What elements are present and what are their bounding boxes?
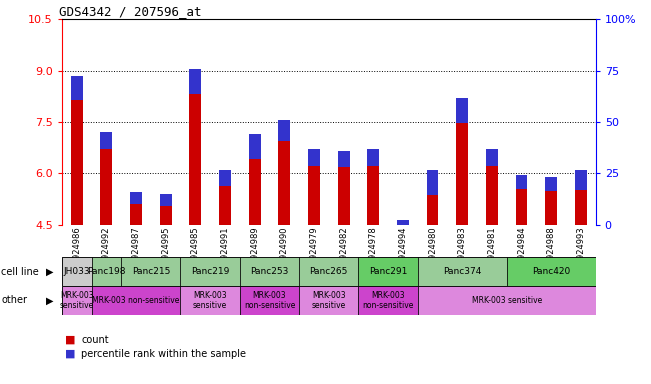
Bar	[71, 76, 83, 225]
Bar	[240, 257, 299, 286]
Text: Panc420: Panc420	[532, 267, 570, 276]
Bar	[62, 257, 92, 286]
Bar	[367, 149, 379, 166]
Bar	[426, 170, 439, 195]
Bar	[575, 170, 587, 225]
Bar	[486, 149, 498, 166]
Bar	[159, 194, 172, 225]
Bar	[189, 69, 201, 93]
Text: ▶: ▶	[46, 266, 54, 277]
Text: MRK-003
sensitive: MRK-003 sensitive	[59, 291, 94, 310]
Bar	[180, 257, 240, 286]
Text: JH033: JH033	[63, 267, 90, 276]
Bar	[92, 257, 121, 286]
Text: percentile rank within the sample: percentile rank within the sample	[81, 349, 246, 359]
Text: MRK-003
sensitive: MRK-003 sensitive	[312, 291, 346, 310]
Bar	[397, 220, 409, 228]
Bar	[219, 170, 231, 225]
Text: Panc215: Panc215	[132, 267, 170, 276]
Bar	[299, 257, 359, 286]
Bar	[418, 257, 506, 286]
Text: Panc219: Panc219	[191, 267, 229, 276]
Bar	[92, 286, 180, 315]
Bar	[279, 120, 290, 141]
Text: MRK-003 sensitive: MRK-003 sensitive	[471, 296, 542, 305]
Text: MRK-003
sensitive: MRK-003 sensitive	[193, 291, 227, 310]
Bar	[516, 175, 527, 225]
Bar	[456, 98, 468, 225]
Bar	[359, 257, 418, 286]
Bar	[180, 286, 240, 315]
Bar	[100, 132, 112, 225]
Bar	[575, 170, 587, 190]
Bar	[397, 220, 409, 225]
Text: MRK-003 non-sensitive: MRK-003 non-sensitive	[92, 296, 180, 305]
Bar	[546, 177, 557, 191]
Text: ■: ■	[65, 335, 76, 345]
Bar	[308, 149, 320, 166]
Bar	[130, 192, 142, 204]
Text: MRK-003
non-sensitive: MRK-003 non-sensitive	[243, 291, 295, 310]
Text: Panc253: Panc253	[250, 267, 288, 276]
Bar	[299, 286, 359, 315]
Bar	[359, 286, 418, 315]
Bar	[159, 194, 172, 206]
Bar	[367, 149, 379, 225]
Bar	[486, 149, 498, 225]
Bar	[249, 134, 260, 159]
Text: ▶: ▶	[46, 295, 54, 306]
Text: Panc291: Panc291	[369, 267, 408, 276]
Text: other: other	[1, 295, 27, 306]
Text: cell line: cell line	[1, 266, 39, 277]
Bar	[338, 151, 350, 167]
Bar	[249, 134, 260, 225]
Bar	[189, 69, 201, 225]
Bar	[418, 286, 596, 315]
Bar	[516, 175, 527, 189]
Bar	[219, 170, 231, 186]
Text: MRK-003
non-sensitive: MRK-003 non-sensitive	[363, 291, 414, 310]
Bar	[62, 286, 92, 315]
Bar	[456, 98, 468, 122]
Text: ■: ■	[65, 349, 76, 359]
Bar	[121, 257, 180, 286]
Text: GDS4342 / 207596_at: GDS4342 / 207596_at	[59, 5, 202, 18]
Bar	[546, 177, 557, 225]
Bar	[426, 170, 439, 225]
Bar	[279, 120, 290, 225]
Bar	[100, 132, 112, 149]
Bar	[308, 149, 320, 225]
Bar	[506, 257, 596, 286]
Bar	[130, 192, 142, 225]
Bar	[338, 151, 350, 225]
Text: Panc198: Panc198	[87, 267, 126, 276]
Text: Panc374: Panc374	[443, 267, 481, 276]
Bar	[240, 286, 299, 315]
Bar	[71, 76, 83, 100]
Text: count: count	[81, 335, 109, 345]
Text: Panc265: Panc265	[310, 267, 348, 276]
